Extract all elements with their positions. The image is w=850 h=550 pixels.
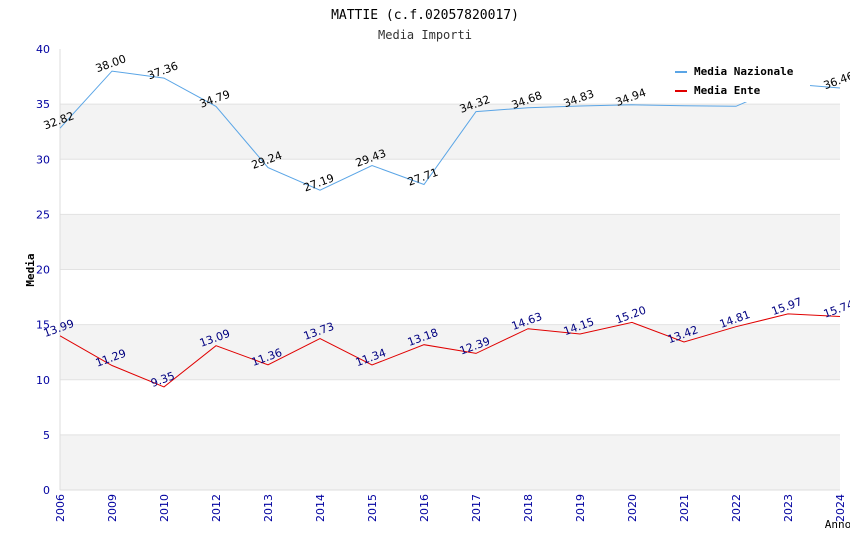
series-lines	[59, 70, 841, 388]
x-tick-label: 2015	[366, 494, 379, 522]
y-tick-label: 30	[36, 153, 50, 166]
legend-label-media-ente: Media Ente	[694, 84, 761, 97]
x-tick-label: 2021	[678, 494, 691, 522]
y-tick-label: 0	[43, 484, 50, 497]
x-tick-label: 2018	[522, 494, 535, 522]
data-label: 27.19	[302, 171, 336, 194]
x-tick-label: 2016	[418, 494, 431, 522]
series-line-media-ente	[59, 313, 841, 388]
y-tick-label: 5	[43, 429, 50, 442]
grid-band	[60, 324, 840, 380]
x-tick-label: 2010	[158, 494, 171, 522]
plot-background	[60, 104, 840, 490]
x-tick-label: 2006	[54, 494, 67, 522]
x-tick-label: 2012	[210, 494, 223, 522]
axes: 0 5 10 15 20 25 30 35 40 2006 2009 2010 2012 2013 2014…	[36, 43, 847, 522]
x-tick-label: 2020	[626, 494, 639, 522]
y-tick-label: 25	[36, 208, 50, 221]
series-line-media-nazionale	[59, 70, 841, 191]
grid-band	[60, 434, 840, 490]
grid-band	[60, 104, 840, 160]
y-axis-label: Media	[24, 253, 37, 286]
x-tick-label: 2022	[730, 494, 743, 522]
x-tick-label: 2014	[314, 494, 327, 522]
y-tick-label: 15	[36, 319, 50, 332]
data-label: 36.46	[822, 69, 850, 92]
x-axis-label: Anno	[825, 518, 850, 531]
x-tick-label: 2013	[262, 494, 275, 522]
y-tick-label: 20	[36, 264, 50, 277]
chart-title: MATTIE (c.f.02057820017)	[331, 8, 519, 23]
legend-label-media-nazionale: Media Nazionale	[694, 65, 794, 78]
y-tick-label: 10	[36, 374, 50, 387]
x-tick-label: 2017	[470, 494, 483, 522]
x-tick-label: 2024	[834, 494, 847, 522]
data-label: 15.74	[822, 298, 850, 321]
data-label: 27.71	[406, 166, 440, 189]
legend: Media Nazionale Media Ente	[670, 60, 810, 102]
data-label: 37.36	[146, 59, 180, 82]
x-tick-label: 2009	[106, 494, 119, 522]
grid-band	[60, 214, 840, 270]
legend-box	[670, 60, 810, 102]
y-tick-label: 40	[36, 43, 50, 56]
x-tick-label: 2023	[782, 494, 795, 522]
chart-subtitle: Media Importi	[378, 28, 472, 42]
x-tick-label: 2019	[574, 494, 587, 522]
y-tick-label: 35	[36, 98, 50, 111]
